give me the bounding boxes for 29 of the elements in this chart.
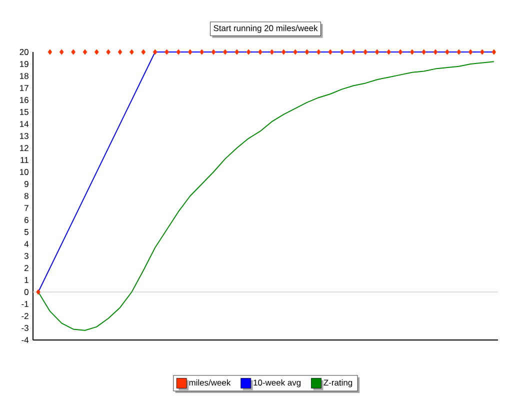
y-tick-label: 7 — [24, 205, 28, 211]
y-tick-label: -4 — [22, 337, 29, 343]
y-tick-label: 20 — [20, 49, 28, 55]
y-tick-label: 19 — [20, 61, 28, 67]
y-tick-label: -2 — [22, 313, 28, 319]
y-tick-label: 12 — [20, 145, 28, 151]
y-tick-label: 4 — [24, 241, 29, 247]
y-tick-label: 9 — [24, 181, 28, 187]
y-tick-label: 14 — [20, 121, 29, 127]
y-tick-label: 5 — [24, 229, 28, 235]
y-tick-label: 17 — [20, 85, 28, 91]
y-tick-label: -3 — [22, 325, 28, 331]
y-tick-label: 8 — [24, 193, 28, 199]
y-tick-label: 16 — [20, 97, 28, 103]
legend-label: miles/week — [189, 379, 231, 386]
y-tick-label: 13 — [20, 133, 28, 139]
legend-label: Z-rating — [324, 379, 352, 388]
chart-title: Start running 20 miles/week — [214, 24, 318, 33]
y-tick-label: -1 — [22, 301, 28, 307]
y-tick-label: 6 — [24, 217, 28, 223]
y-tick-label: 2 — [24, 265, 28, 271]
legend-label: 10-week avg — [254, 379, 301, 388]
y-tick-label: 15 — [20, 109, 28, 115]
y-tick-label: 1 — [24, 277, 28, 283]
y-tick-label: 11 — [20, 157, 28, 163]
y-tick-label: 10 — [20, 169, 28, 175]
y-tick-label: 0 — [24, 289, 28, 295]
y-tick-label: 18 — [20, 73, 28, 79]
y-tick-label: 3 — [24, 253, 28, 259]
